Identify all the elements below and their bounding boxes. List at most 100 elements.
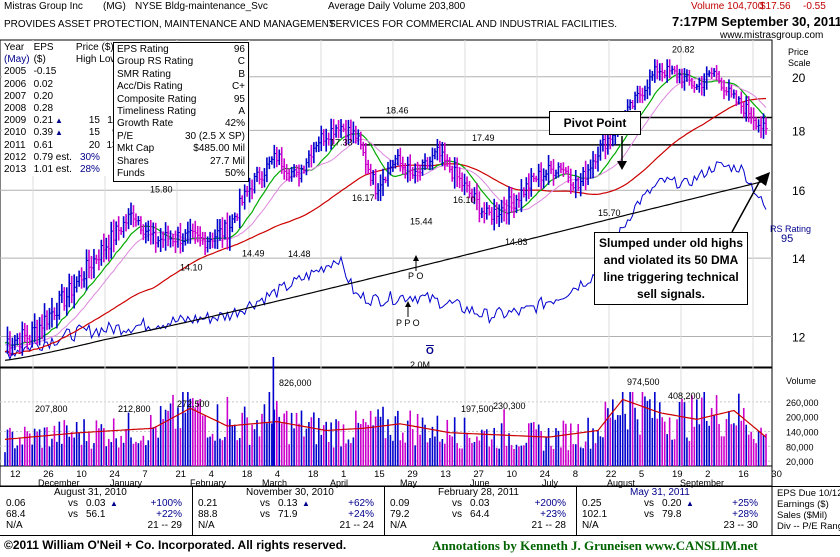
col-eps-sub: ($) [33,54,46,66]
x-day-label: 24 [540,469,551,480]
stats-cell-year: 2013 [4,164,27,176]
last-price: $17.56 [760,1,791,12]
quarter-cur: 0.06 [6,498,26,509]
rating-row: Composite Rating 95 [117,94,245,106]
quarter-chg: +28% [732,509,758,520]
quarter-block: November 30, 2010 0.21 vs 0.13 ▲ +62% 88.8 vs 71… [196,487,382,532]
stats-cell-year: 2012 [4,151,27,163]
quarter-divider [192,487,193,535]
volume-callout-label: 212,800 [118,404,151,414]
exchange-industry: NYSE Bldg-maintenance_Svc [135,1,268,12]
x-month-label: February [190,478,227,488]
quarter-div: N/A [6,520,23,531]
quarter-cur: 0.21 [198,498,218,509]
quarter-chg: +23% [540,509,566,520]
x-day-label: 15 [374,469,385,480]
rating-row: EPS Rating 96 [117,44,245,56]
x-day-label: 19 [672,469,683,480]
stats-cell-eps: 0.20 [33,90,54,102]
x-day-label: 21 [176,469,187,480]
x-day-label: 22 [606,469,617,480]
stats-row: 2012 0.79 est. 30% [2,152,120,164]
quarter-date: August 31, 2010 [54,487,127,498]
x-day-label: 5 [639,469,644,480]
rating-value: 27.7 Mil [209,155,245,167]
stats-cell-low: 11 [102,115,120,127]
company-name: Mistras Group Inc [4,1,83,12]
price-tick-label: 16 [792,184,806,198]
volume-callout-label: 408,200 [668,391,701,401]
stats-cell-high: 30% [79,151,100,163]
x-day-label: 8 [573,469,578,480]
stats-cell-high [74,91,102,103]
stats-cell-eps: 0.61 [33,139,54,151]
stats-cell-eps: 0.39 ▲ [32,127,74,139]
rating-label: Funds [117,168,145,179]
rating-row: Funds 50% [117,168,245,180]
x-month-label: May [400,478,418,488]
stats-cell-high: 20 [88,139,100,151]
price-bars-group [6,59,768,357]
x-day-label: 16 [738,469,749,480]
price-callout-label: 15.44 [410,216,433,226]
quarter-vs: vs [260,509,270,520]
stats-cell-high [74,79,102,91]
stats-cell-eps: 1.01 est. [33,164,72,176]
quarter-legend: EPS Due 10/12 Earnings ($) Sales ($Mil) … [777,488,840,532]
stats-row: 2007 0.20 [2,91,120,103]
price-callout-label: 17.49 [472,133,495,143]
rating-value: $485.00 Mil [193,143,245,155]
quarter-chg: +22% [156,509,182,520]
copyright: ©2011 William O'Neil + Co. Incorporated.… [4,538,347,552]
quarter-chg: +24% [348,509,374,520]
eps-up-arrow: ▲ [55,116,63,126]
stats-cell-high: 15 [88,115,100,127]
stats-cell-year: 2011 [4,139,26,151]
quarter-vs: vs [452,498,462,509]
quarter-block: February 28, 2011 0.09 vs 0.03 +200% 79.2 vs 64… [388,487,574,532]
x-month-label: July [542,478,559,488]
rating-label: SMR Rating [117,68,171,80]
sell-signal-callout: Slumped under old highs and violated its… [594,232,748,305]
x-month-label: March [262,478,287,488]
quarter-pe: 23 -- 30 [723,520,758,531]
rating-label: Shares [117,155,149,167]
volume-tick-label: 80,000 [786,442,814,452]
quarter-cur: 68.4 [6,509,26,520]
pivot-arrow-head [617,161,627,170]
volume-callout-label: 826,000 [279,378,312,388]
x-day-label: 18 [308,469,319,480]
x-month-label: September [680,478,724,488]
price-tick-label: 18 [792,124,806,138]
price-scale-label: Price Scale [788,47,811,68]
stats-row: 2011 0.61 2013 [2,140,120,152]
rating-label: Acc/Dis Rating [117,81,183,93]
quarter-chg: +62% [348,498,374,509]
rating-row: Timeliness Rating A [117,106,245,118]
quarter-date: May 31, 2011 [630,487,690,498]
price-callout-label: 14.10 [180,262,203,272]
stats-eps-value: 0.39 [33,127,54,139]
quarter-up-arrow: ▲ [302,499,310,508]
col-year: Year [4,42,25,53]
x-day-label: 29 [407,469,418,480]
quarter-up-arrow: ▲ [686,499,694,508]
x-day-label: 2 [705,469,710,480]
quarter-divider [384,487,385,535]
rating-value: A [238,106,245,117]
rating-value: 96 [233,44,245,55]
stats-cell-low: 13 [102,140,120,152]
website[interactable]: www.mistrasgroup.com [720,30,824,41]
volume-tick-label: 260,000 [786,398,819,408]
ppo-label: P P O [396,318,420,328]
stats-row: 2009 0.21▲ 1511 [2,115,120,127]
pivot-point-callout: Pivot Point [549,111,641,135]
price-tick-label: 20 [792,71,806,85]
rs-line [4,161,767,361]
x-day-label: 24 [109,469,120,480]
rating-label: Timeliness Rating [117,106,197,117]
stats-cell-year: 2009 [4,115,27,127]
rating-label: P/E [117,130,134,142]
volume-callout-label: 272,500 [177,399,210,409]
